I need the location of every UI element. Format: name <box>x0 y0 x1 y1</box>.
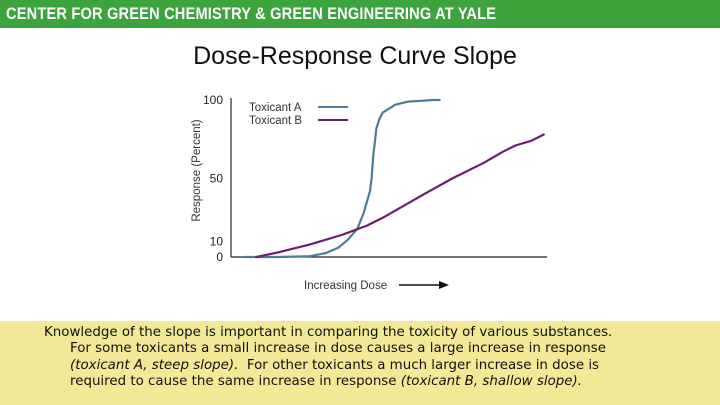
caption-line-3: (toxicant A, steep slope). For other tox… <box>70 358 606 375</box>
caption-line-1: Knowledge of the slope is important in c… <box>44 325 613 340</box>
series-line-toxicant-a <box>242 98 441 259</box>
series-lines <box>242 98 545 259</box>
y-tick-label: 50 <box>210 172 224 186</box>
caption-line-4-text: required to cause the same increase in r… <box>70 374 397 389</box>
dose-arrow-head <box>439 281 449 289</box>
y-tick-label: 100 <box>203 93 223 107</box>
y-tick-label: 0 <box>216 250 223 264</box>
y-ticks: 0 10 50 100 <box>203 93 223 264</box>
caption-toxicant-b-note: (toxicant B, shallow slope). <box>400 374 582 389</box>
header-banner: CENTER FOR GREEN CHEMISTRY & GREEN ENGIN… <box>0 0 720 28</box>
legend-label-toxicant-b: Toxicant B <box>249 115 302 127</box>
slide-title: Dose-Response Curve Slope <box>193 42 517 70</box>
y-tick-label: 10 <box>210 234 224 248</box>
series-line-toxicant-b <box>255 133 545 259</box>
caption-line-2: For some toxicants a small increase in d… <box>70 341 606 356</box>
x-axis-label: Increasing Dose <box>304 280 387 292</box>
caption-line-4: required to cause the same increase in r… <box>70 374 606 391</box>
legend-label-toxicant-a: Toxicant A <box>249 102 302 114</box>
y-axis-label: Response (Percent) <box>191 119 203 221</box>
axis-labels: Response (Percent) Increasing Dose <box>191 119 449 292</box>
caption-body: For some toxicants a small increase in d… <box>70 341 606 391</box>
caption-toxicant-a-note: (toxicant A, steep slope). <box>70 357 239 373</box>
caption-line-3-text: For other toxicants a much larger increa… <box>246 357 600 373</box>
banner-title: CENTER FOR GREEN CHEMISTRY & GREEN ENGIN… <box>6 4 497 23</box>
caption-box: Knowledge of the slope is important in c… <box>0 321 720 405</box>
